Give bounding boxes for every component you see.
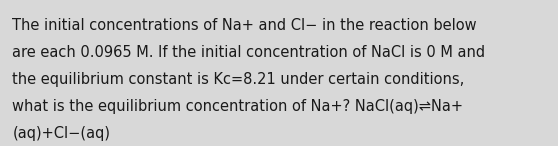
Text: (aq)+Cl−(aq): (aq)+Cl−(aq) (12, 126, 110, 141)
Text: The initial concentrations of Na+ and Cl− in the reaction below: The initial concentrations of Na+ and Cl… (12, 18, 477, 33)
Text: are each 0.0965 M. If the initial concentration of NaCl is 0 M and: are each 0.0965 M. If the initial concen… (12, 45, 485, 60)
Text: the equilibrium constant is Kc=8.21 under certain conditions,: the equilibrium constant is Kc=8.21 unde… (12, 72, 464, 87)
Text: what is the equilibrium concentration of Na+? NaCl(aq)⇌Na+: what is the equilibrium concentration of… (12, 99, 463, 114)
